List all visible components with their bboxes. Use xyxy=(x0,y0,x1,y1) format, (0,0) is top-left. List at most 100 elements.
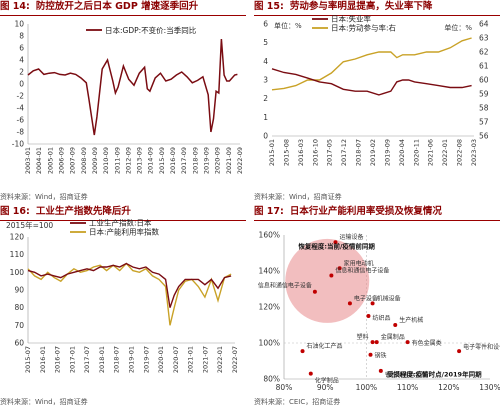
x-tick-label: 2023-03 xyxy=(470,139,478,166)
x-tick-label: 2022-08 xyxy=(456,139,464,166)
y-tick-label: 10 xyxy=(14,20,24,29)
x-tick-label: 2018-09 xyxy=(191,147,199,174)
x-tick-label: 2019-02 xyxy=(369,139,377,166)
point-label: 家用电动机 xyxy=(344,259,374,267)
x-tick-label: 2011-09 xyxy=(113,147,121,174)
x-tick-label: 2018-07 xyxy=(355,139,363,166)
x-tick-label: 2008-09 xyxy=(80,147,88,174)
series-line-production xyxy=(27,262,232,308)
scatter-point xyxy=(333,240,338,245)
x-tick-label: 2016-01 xyxy=(39,346,47,373)
x-tick-label: 2007-09 xyxy=(69,147,77,174)
point-label: 金属制品 xyxy=(381,333,405,341)
scatter-point xyxy=(347,301,352,306)
y-tick-label: 2 xyxy=(19,68,24,77)
x-tick-label: 2022-09 xyxy=(236,147,244,174)
point-label: 化学制品 xyxy=(315,377,339,385)
scatter-point xyxy=(405,340,410,345)
x-tick-label: 2017-05 xyxy=(326,139,334,166)
x-tick-label: 2020-11 xyxy=(412,139,420,166)
x-tick-label: 2004-01 xyxy=(35,147,43,174)
x-tick-label: 2022-01 xyxy=(441,139,449,166)
scatter-point xyxy=(366,314,371,318)
x-tick-label: 120% xyxy=(438,383,459,392)
source-note: 资料来源：Wind，招商证券 xyxy=(0,398,88,406)
x-tick-label: 2017-07 xyxy=(83,346,91,373)
series-line-capacity xyxy=(27,262,232,326)
figure-number: 图 16: xyxy=(0,206,30,217)
figure-number: 图 14: xyxy=(0,1,30,12)
unit-left: 单位：% xyxy=(274,21,302,30)
source-note: 资料来源：CEIC，招商证券 xyxy=(254,398,341,406)
series-line-unemployment xyxy=(271,68,472,96)
x-tick-label: 2019-09 xyxy=(383,139,391,166)
figure-title: 工业生产指数先降后升 xyxy=(35,206,131,217)
point-label: 石油化工产品 xyxy=(307,342,343,350)
x-tick-label: 2021-09 xyxy=(225,147,233,174)
x-tick-label: 80% xyxy=(276,383,293,392)
point-label: 机械设备 xyxy=(377,294,401,302)
y-tick-label: 120 xyxy=(10,233,25,242)
x-tick-label: 2016-07 xyxy=(54,346,62,373)
y-right-tick-label: 56 xyxy=(479,132,489,141)
x-tick-label: 90% xyxy=(317,383,334,392)
source-note: 资料来源：Wind，招商证券 xyxy=(254,193,342,201)
y-tick-label: 100 xyxy=(10,268,25,277)
y-tick-label: -10 xyxy=(12,140,24,149)
y-left-tick-label: 6 xyxy=(263,20,268,29)
source-note: 资料来源：Wind，招商证券 xyxy=(0,193,88,201)
highlight-bubble xyxy=(285,238,370,323)
scatter-point xyxy=(374,340,379,345)
figure-title: 日本行业产能利用率受损及恢复情况 xyxy=(289,206,442,217)
point-label: 有色金属类 xyxy=(412,339,442,347)
annotation-recovery: 恢复程度:当前/疫情前同期 xyxy=(298,242,375,251)
y-tick-label: 90 xyxy=(14,286,24,295)
y-right-tick-label: 59 xyxy=(479,90,489,99)
scatter-point xyxy=(337,266,342,271)
point-label: 塑料 xyxy=(357,333,369,341)
y-tick-label: 6 xyxy=(19,44,24,53)
y-right-tick-label: 61 xyxy=(479,62,489,71)
x-tick-label: 2013-09 xyxy=(136,147,144,174)
labor-chart: 6 5 4 3 2 1 0 64 63 62 61 60 59 58 57 56 单位：% 单位：% 2015-01… xyxy=(263,14,489,167)
y-right-tick-label: 60 xyxy=(479,76,489,85)
x-tick-label: 2018-07 xyxy=(113,346,121,373)
y-left-tick-label: 5 xyxy=(263,38,268,47)
panel-title: 图 15: 劳动参与率明显提高，失业率下降 xyxy=(254,0,500,16)
y-tick-label: 0 xyxy=(19,80,24,89)
chart-panel-industrial: 图 16: 工业生产指数先降后升 120 110 100 90 80 70 60 2015年=1… xyxy=(0,205,246,410)
figure-title: 防控放开之后日本 GDP 增速逐季回升 xyxy=(35,1,199,12)
x-tick-label: 100% xyxy=(356,383,377,392)
x-tick-label: 2017-12 xyxy=(340,139,348,166)
x-tick-label: 2017-09 xyxy=(180,147,188,174)
legend-label: 日本:GDP:不变价:当季同比 xyxy=(105,25,197,35)
y-tick-label: 60 xyxy=(14,339,24,348)
x-tick-label: 2015-09 xyxy=(158,147,166,174)
series-line-participation xyxy=(271,37,472,91)
chart-panel-gdp: 图 14: 防控放开之后日本 GDP 增速逐季回升 10 8 6 4 2 0 -2 -4 -6 -8… xyxy=(0,0,246,205)
x-tick-label: 2020-04 xyxy=(398,139,406,166)
y-left-tick-label: 2 xyxy=(263,94,268,103)
unit-label: 2015年=100 xyxy=(6,220,53,230)
y-right-tick-label: 63 xyxy=(479,34,489,43)
x-tick-label: 110% xyxy=(397,383,418,392)
series-line xyxy=(27,38,238,136)
y-tick-label: 70 xyxy=(14,321,24,330)
x-tick-label: 2016-03 xyxy=(297,139,305,166)
chart-panel-capacity: 图 17: 日本行业产能利用率受损及恢复情况 160% 140% 120% 100% 80… xyxy=(254,205,500,410)
x-tick-label: 2014-09 xyxy=(147,147,155,174)
y-tick-label: 120% xyxy=(259,303,280,312)
y-right-tick-label: 62 xyxy=(479,48,489,57)
scatter-point xyxy=(370,340,375,345)
legend-label: 日本:产能利用率指数 xyxy=(89,227,160,237)
panel-title: 图 17: 日本行业产能利用率受损及恢复情况 xyxy=(254,205,500,221)
point-label: 信息和通信电子设备 xyxy=(335,267,389,275)
scatter-point xyxy=(329,273,334,278)
y-left-tick-label: 4 xyxy=(263,57,268,66)
x-tick-label: 2018-01 xyxy=(98,346,106,373)
x-tick-label: 2015-01 xyxy=(268,139,276,166)
unit-right: 单位：% xyxy=(444,23,472,32)
x-tick-label: 2009-09 xyxy=(91,147,99,174)
y-tick-label: 160% xyxy=(259,231,280,240)
legend-label: 日本:失业率 xyxy=(331,14,372,24)
